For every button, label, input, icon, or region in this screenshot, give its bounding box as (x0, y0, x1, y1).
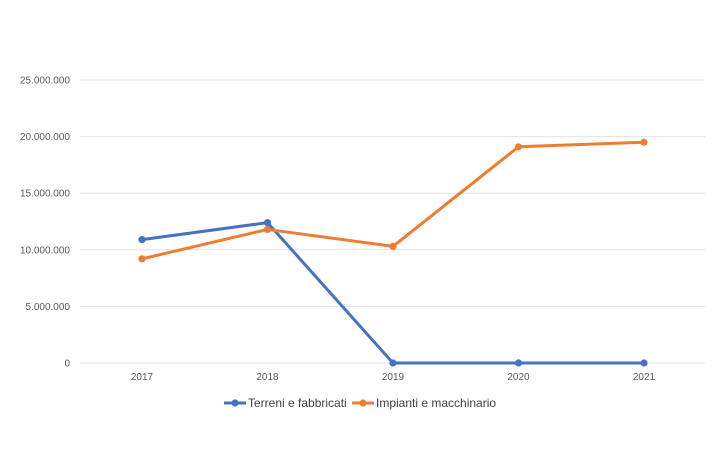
legend-marker (231, 399, 239, 407)
y-tick-label: 15.000.000 (20, 189, 70, 200)
legend: Terreni e fabbricati Impianti e macchinar… (224, 396, 496, 410)
series-layer (138, 138, 648, 367)
x-tick-label: 2021 (633, 372, 656, 383)
y-tick-label: 20.000.000 (20, 132, 70, 143)
y-tick-label: 5.000.000 (26, 302, 71, 313)
y-axis-tick-labels: 0 5.000.000 10.000.000 15.000.000 20.000.000… (20, 76, 71, 370)
y-tick-label: 0 (64, 359, 70, 370)
legend-item: Terreni e fabbricati (224, 396, 347, 410)
legend-label: Terreni e fabbricati (248, 396, 347, 410)
series-1 (138, 138, 648, 263)
x-tick-label: 2018 (256, 372, 279, 383)
x-axis-tick-labels: 2017 2018 2019 2020 2021 (131, 372, 656, 383)
data-point (389, 359, 397, 367)
x-tick-label: 2019 (382, 372, 405, 383)
data-point (640, 138, 648, 146)
data-point (138, 236, 146, 244)
data-point (138, 255, 146, 263)
data-point (263, 219, 272, 227)
series-line (140, 140, 646, 261)
y-tick-label: 10.000.000 (20, 245, 70, 256)
data-point (389, 242, 397, 251)
data-point (514, 359, 523, 367)
series-0 (138, 219, 648, 367)
x-tick-label: 2017 (131, 372, 154, 383)
grid-layer (80, 79, 705, 364)
data-point (640, 359, 648, 367)
legend-item: Impianti e macchinario (352, 396, 496, 410)
y-tick-label: 25.000.000 (20, 76, 70, 87)
data-point (263, 225, 272, 234)
x-tick-label: 2020 (507, 372, 530, 383)
legend-marker (359, 399, 367, 407)
legend-label: Impianti e macchinario (376, 396, 496, 410)
data-point (514, 143, 523, 151)
